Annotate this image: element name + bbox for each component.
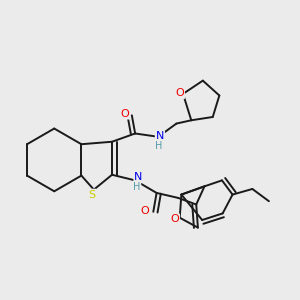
Text: N: N (134, 172, 142, 182)
Text: O: O (120, 109, 129, 119)
Text: S: S (88, 190, 96, 200)
Text: H: H (133, 182, 140, 192)
Text: N: N (156, 131, 164, 141)
Text: O: O (141, 206, 149, 216)
Text: H: H (154, 141, 162, 151)
Text: O: O (175, 88, 184, 98)
Text: O: O (170, 214, 179, 224)
